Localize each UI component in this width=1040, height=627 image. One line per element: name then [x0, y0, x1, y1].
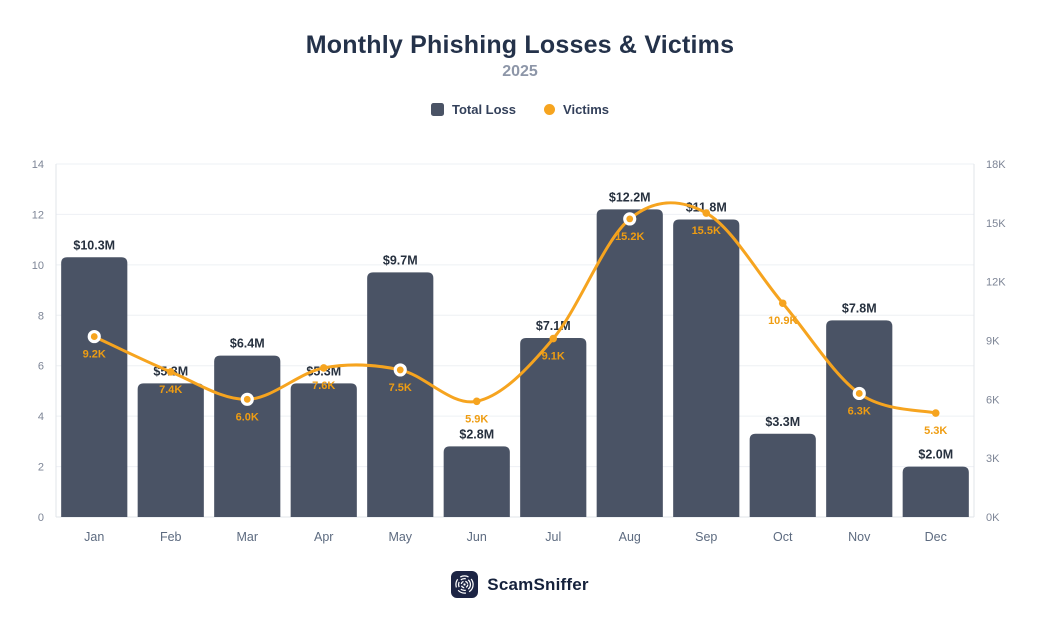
bar-apr — [290, 383, 357, 517]
right-axis-tick-9K: 9K — [986, 336, 1000, 348]
victims-swatch-icon — [544, 104, 556, 115]
line-point-jan — [87, 329, 101, 344]
victims-value-label-nov: 6.3K — [848, 405, 871, 417]
legend-label: Victims — [563, 102, 610, 117]
victims-value-label-jun: 5.9K — [465, 413, 488, 425]
left-axis-tick-4: 4 — [38, 411, 44, 423]
right-axis-tick-12K: 12K — [986, 277, 1006, 289]
bar-value-label-aug: $12.2M — [609, 190, 651, 204]
victims-value-label-dec: 5.3K — [924, 425, 947, 437]
line-point-apr — [319, 364, 328, 372]
line-point-dec — [931, 409, 940, 417]
x-axis-label-jun: Jun — [467, 530, 487, 544]
victims-value-label-jan: 9.2K — [83, 349, 106, 361]
x-axis-label-jan: Jan — [84, 530, 104, 544]
left-axis-tick-6: 6 — [38, 361, 44, 373]
victims-value-label-may: 7.5K — [389, 382, 412, 394]
brand-footer: ScamSniffer — [0, 571, 1040, 598]
maze-glyph-icon — [455, 575, 475, 594]
left-axis-tick-14: 14 — [32, 159, 44, 171]
x-axis-label-mar: Mar — [236, 530, 258, 544]
x-axis-label-dec: Dec — [925, 530, 947, 544]
line-point-jun — [472, 397, 481, 406]
page-title: Monthly Phishing Losses & Victims — [305, 31, 735, 59]
left-axis-tick-8: 8 — [38, 310, 44, 322]
total-loss-swatch-icon — [430, 103, 444, 116]
x-axis-label-nov: Nov — [848, 530, 871, 544]
victims-value-label-aug: 15.2K — [615, 231, 644, 243]
victims-value-label-mar: 6.0K — [236, 411, 259, 423]
line-point-aug — [623, 212, 637, 226]
bar-aug — [596, 209, 663, 517]
victims-value-label-apr: 7.6K — [312, 380, 335, 392]
right-axis-tick-6K: 6K — [986, 394, 1000, 406]
line-point-sep — [702, 209, 711, 217]
bar-value-label-mar: $6.4M — [230, 337, 265, 351]
right-axis-tick-0K: 0K — [986, 512, 1000, 524]
left-axis-tick-12: 12 — [32, 209, 44, 221]
bar-jan — [61, 257, 128, 517]
bar-oct — [749, 433, 816, 517]
page-subtitle: 2025 — [502, 63, 538, 80]
bar-jun — [443, 446, 510, 517]
x-axis-label-aug: Aug — [619, 530, 641, 544]
right-axis-tick-18K: 18K — [986, 159, 1006, 171]
bar-value-label-jul: $7.1M — [536, 319, 571, 333]
victims-value-label-feb: 7.4K — [159, 384, 182, 396]
bar-sep — [673, 219, 740, 517]
line-point-jul — [549, 334, 558, 343]
legend-item-total-loss: Total Loss — [430, 102, 517, 117]
victims-value-label-sep: 15.5K — [692, 225, 721, 237]
brand-name: ScamSniffer — [487, 574, 589, 594]
bar-feb — [137, 383, 204, 517]
left-axis-tick-2: 2 — [38, 462, 44, 474]
bar-value-label-jan: $10.3M — [73, 238, 115, 252]
line-point-feb — [166, 368, 175, 376]
bar-may — [367, 272, 434, 517]
bar-value-label-nov: $7.8M — [842, 301, 877, 315]
x-axis-label-apr: Apr — [314, 530, 333, 544]
legend-item-victims: Victims — [544, 102, 609, 117]
x-axis-label-oct: Oct — [773, 530, 793, 544]
line-point-mar — [240, 392, 254, 406]
bar-value-label-sep: $11.8M — [686, 200, 727, 214]
victims-value-label-jul: 9.1K — [542, 351, 565, 363]
bar-dec — [902, 466, 969, 517]
line-point-oct — [778, 299, 787, 308]
victims-value-label-oct: 10.9K — [768, 315, 797, 327]
line-point-may — [393, 363, 407, 377]
legend: Total Loss Victims — [0, 102, 1040, 117]
legend-label: Total Loss — [451, 102, 517, 117]
left-axis-tick-0: 0 — [38, 512, 44, 524]
bar-value-label-dec: $2.0M — [918, 448, 953, 462]
x-axis-label-sep: Sep — [695, 530, 717, 544]
bar-nov — [826, 320, 893, 517]
x-axis-label-may: May — [388, 530, 412, 544]
bar-jul — [520, 337, 587, 517]
bar-value-label-oct: $3.3M — [765, 415, 800, 429]
right-axis-tick-15K: 15K — [986, 218, 1006, 230]
bar-value-label-jun: $2.8M — [459, 427, 494, 441]
line-point-nov — [852, 386, 866, 401]
right-axis-tick-3K: 3K — [986, 453, 1000, 465]
x-axis-label-feb: Feb — [160, 530, 182, 544]
left-axis-tick-10: 10 — [32, 260, 44, 272]
bar-mar — [214, 355, 281, 517]
scamsniffer-logo-icon — [451, 571, 479, 598]
bar-value-label-may: $9.7M — [383, 253, 418, 267]
x-axis-label-jul: Jul — [545, 530, 561, 544]
